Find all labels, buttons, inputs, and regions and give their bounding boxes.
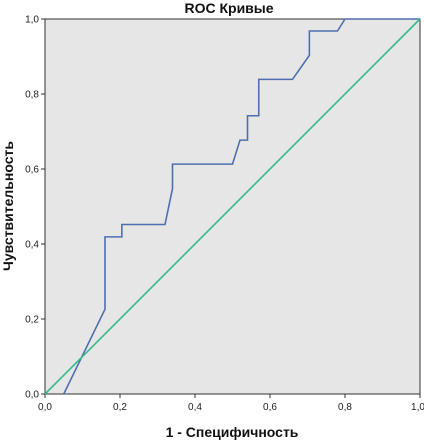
x-tick-label: 0,6 bbox=[263, 402, 277, 413]
roc-curve-line bbox=[63, 18, 420, 395]
y-tick-label: 0,4 bbox=[25, 240, 39, 251]
y-tick-label: 0,2 bbox=[25, 315, 39, 326]
y-tick-label: 0,6 bbox=[25, 165, 39, 176]
x-tick-label: 0,8 bbox=[338, 402, 352, 413]
chart-title: ROC Кривые bbox=[184, 0, 273, 16]
y-tick-label: 0,0 bbox=[25, 390, 39, 401]
x-tick-label: 0,4 bbox=[188, 402, 202, 413]
y-axis-ticks: 0,0 0,2 0,4 0,6 0,8 1,0 bbox=[25, 15, 45, 401]
x-tick-label: 0,0 bbox=[38, 402, 52, 413]
y-axis-title: Чувствительность bbox=[0, 141, 16, 271]
reference-diagonal-line bbox=[44, 18, 421, 395]
series-layer bbox=[44, 18, 421, 395]
x-axis-title: 1 - Специфичность bbox=[166, 424, 299, 440]
x-axis-ticks: 0,0 0,2 0,4 0,6 0,8 1,0 bbox=[38, 394, 424, 413]
y-tick-label: 1,0 bbox=[25, 15, 39, 26]
x-tick-label: 1,0 bbox=[411, 402, 424, 413]
x-tick-label: 0,2 bbox=[113, 402, 127, 413]
y-tick-label: 0,8 bbox=[25, 90, 39, 101]
